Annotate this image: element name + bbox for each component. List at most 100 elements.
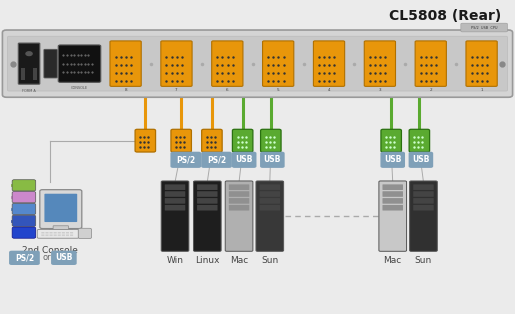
FancyBboxPatch shape	[12, 215, 36, 226]
FancyBboxPatch shape	[62, 232, 65, 233]
Text: USB: USB	[264, 155, 281, 164]
Text: USB: USB	[235, 155, 253, 164]
FancyBboxPatch shape	[197, 198, 217, 204]
FancyBboxPatch shape	[49, 230, 73, 232]
FancyBboxPatch shape	[40, 190, 82, 229]
FancyBboxPatch shape	[45, 235, 48, 236]
FancyBboxPatch shape	[135, 129, 156, 152]
FancyBboxPatch shape	[66, 235, 69, 236]
FancyBboxPatch shape	[78, 228, 92, 239]
FancyBboxPatch shape	[70, 234, 73, 235]
FancyBboxPatch shape	[212, 41, 243, 86]
FancyBboxPatch shape	[49, 235, 53, 236]
Text: PS/2: PS/2	[176, 155, 195, 164]
FancyBboxPatch shape	[12, 180, 36, 191]
FancyBboxPatch shape	[41, 235, 44, 236]
FancyBboxPatch shape	[12, 203, 36, 214]
FancyBboxPatch shape	[409, 129, 430, 152]
FancyBboxPatch shape	[461, 23, 507, 32]
FancyBboxPatch shape	[260, 152, 285, 168]
FancyBboxPatch shape	[466, 41, 497, 86]
Text: Mac: Mac	[384, 256, 402, 265]
FancyBboxPatch shape	[62, 234, 65, 235]
FancyBboxPatch shape	[9, 251, 40, 265]
FancyBboxPatch shape	[44, 49, 57, 78]
FancyBboxPatch shape	[383, 205, 403, 210]
FancyBboxPatch shape	[70, 235, 73, 236]
FancyBboxPatch shape	[383, 191, 403, 197]
FancyBboxPatch shape	[415, 41, 447, 86]
FancyBboxPatch shape	[383, 198, 403, 204]
FancyBboxPatch shape	[165, 184, 185, 190]
FancyBboxPatch shape	[41, 232, 44, 233]
FancyBboxPatch shape	[364, 41, 396, 86]
FancyBboxPatch shape	[165, 205, 185, 210]
Text: 3: 3	[379, 88, 381, 92]
FancyBboxPatch shape	[409, 181, 437, 251]
FancyBboxPatch shape	[49, 234, 53, 235]
FancyBboxPatch shape	[381, 152, 405, 168]
FancyBboxPatch shape	[66, 232, 69, 233]
FancyBboxPatch shape	[54, 234, 57, 235]
FancyBboxPatch shape	[12, 227, 36, 238]
FancyBboxPatch shape	[45, 232, 48, 233]
FancyBboxPatch shape	[37, 230, 79, 238]
FancyBboxPatch shape	[314, 41, 345, 86]
FancyBboxPatch shape	[54, 232, 57, 233]
FancyBboxPatch shape	[19, 43, 40, 84]
FancyBboxPatch shape	[413, 198, 434, 204]
Text: CL5808 (Rear): CL5808 (Rear)	[388, 9, 501, 23]
Text: 2: 2	[430, 88, 432, 92]
FancyBboxPatch shape	[8, 36, 507, 91]
FancyBboxPatch shape	[58, 234, 61, 235]
Text: USB: USB	[412, 155, 430, 164]
FancyBboxPatch shape	[229, 184, 249, 190]
FancyBboxPatch shape	[229, 198, 249, 204]
FancyBboxPatch shape	[58, 235, 61, 236]
FancyBboxPatch shape	[229, 205, 249, 210]
Text: CONSOLE: CONSOLE	[71, 86, 88, 90]
FancyBboxPatch shape	[165, 191, 185, 197]
FancyBboxPatch shape	[12, 192, 36, 203]
Text: Sun: Sun	[261, 256, 279, 265]
FancyBboxPatch shape	[62, 235, 65, 236]
Text: 2nd Console: 2nd Console	[22, 246, 78, 255]
FancyBboxPatch shape	[260, 184, 280, 190]
Text: Win: Win	[166, 256, 183, 265]
FancyBboxPatch shape	[44, 194, 77, 222]
FancyBboxPatch shape	[260, 205, 280, 210]
FancyBboxPatch shape	[201, 152, 232, 168]
Text: PS/2: PS/2	[207, 155, 226, 164]
FancyBboxPatch shape	[170, 152, 201, 168]
FancyBboxPatch shape	[51, 251, 77, 265]
FancyBboxPatch shape	[381, 129, 401, 152]
FancyBboxPatch shape	[413, 191, 434, 197]
Text: USB: USB	[55, 253, 73, 262]
FancyBboxPatch shape	[379, 181, 406, 251]
FancyBboxPatch shape	[49, 232, 53, 233]
FancyBboxPatch shape	[171, 129, 192, 152]
Text: 8: 8	[124, 88, 127, 92]
FancyBboxPatch shape	[21, 68, 25, 79]
FancyBboxPatch shape	[3, 30, 512, 97]
FancyBboxPatch shape	[232, 129, 253, 152]
FancyBboxPatch shape	[54, 235, 57, 236]
FancyBboxPatch shape	[229, 191, 249, 197]
FancyBboxPatch shape	[70, 232, 73, 233]
FancyBboxPatch shape	[41, 234, 44, 235]
FancyBboxPatch shape	[261, 129, 281, 152]
FancyBboxPatch shape	[165, 198, 185, 204]
FancyBboxPatch shape	[32, 68, 37, 79]
FancyBboxPatch shape	[110, 41, 141, 86]
FancyBboxPatch shape	[413, 205, 434, 210]
Text: 4: 4	[328, 88, 330, 92]
FancyBboxPatch shape	[256, 181, 284, 251]
Text: Mac: Mac	[230, 256, 248, 265]
Text: USB: USB	[384, 155, 401, 164]
FancyBboxPatch shape	[232, 152, 256, 168]
FancyBboxPatch shape	[260, 191, 280, 197]
Text: PS/2  USB  CPU: PS/2 USB CPU	[471, 25, 497, 30]
FancyBboxPatch shape	[263, 41, 294, 86]
FancyBboxPatch shape	[66, 234, 69, 235]
Circle shape	[26, 52, 32, 56]
